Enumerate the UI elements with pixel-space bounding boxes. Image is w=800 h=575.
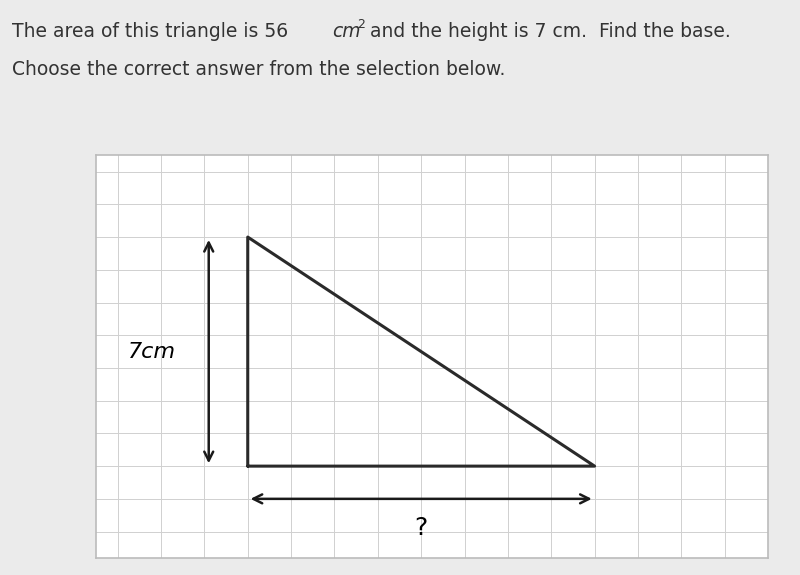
Text: and the height is 7 cm.  Find the base.: and the height is 7 cm. Find the base. <box>364 22 730 41</box>
Text: Choose the correct answer from the selection below.: Choose the correct answer from the selec… <box>12 60 506 79</box>
Text: 7cm: 7cm <box>128 342 176 362</box>
Text: 2: 2 <box>358 18 366 30</box>
Text: ?: ? <box>414 516 428 540</box>
Text: The area of this triangle is 56: The area of this triangle is 56 <box>12 22 288 41</box>
Text: cm: cm <box>332 22 361 41</box>
